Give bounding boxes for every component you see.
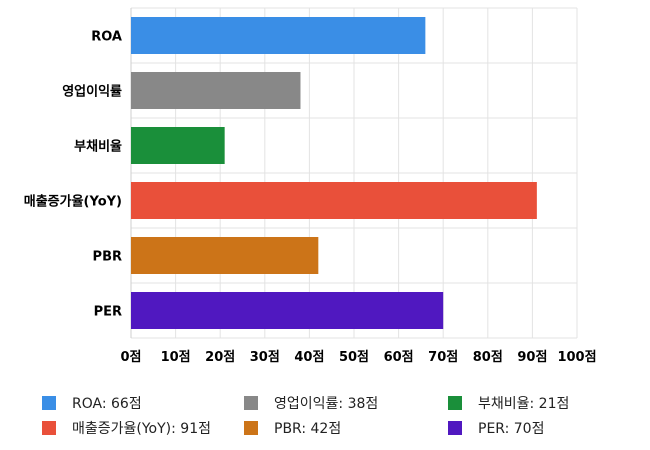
bar <box>131 292 444 329</box>
legend-swatch <box>244 421 258 435</box>
bar <box>131 127 225 164</box>
category-label: 매출증가율(YoY) <box>24 194 122 210</box>
bar <box>131 237 319 274</box>
x-tick-label: 20점 <box>205 350 235 365</box>
legend-item-pbr: PBR: 42점 <box>244 417 341 439</box>
legend-item-debt-ratio: 부채비율: 21점 <box>448 392 569 414</box>
x-tick-labels: 0점 10점 20점 30점 40점 50점 60점 70점 80점 90점 100점 <box>120 350 596 365</box>
legend-label: PBR: 42점 <box>274 421 342 437</box>
legend-swatch <box>448 396 462 410</box>
category-label: PER <box>94 305 122 320</box>
category-label: 영업이익률 <box>62 84 122 100</box>
x-tick-label: 30점 <box>250 350 280 365</box>
legend-label: 영업이익률: 38점 <box>274 396 379 412</box>
bars <box>131 17 537 329</box>
legend-swatch <box>448 421 462 435</box>
legend-label: 부채비율: 21점 <box>478 396 570 412</box>
x-tick-label: 50점 <box>339 350 369 365</box>
x-tick-label: 10점 <box>161 350 191 365</box>
x-tick-label: 60점 <box>384 350 414 365</box>
x-tick-label: 100점 <box>557 350 596 365</box>
legend-item-operating-margin: 영업이익률: 38점 <box>244 392 378 414</box>
bar <box>131 17 426 54</box>
legend-swatch <box>42 421 56 435</box>
legend-label: ROA: 66점 <box>72 396 142 412</box>
legend-swatch <box>244 396 258 410</box>
x-tick-label: 40점 <box>294 350 324 365</box>
x-tick-label: 80점 <box>473 350 503 365</box>
x-tick-label: 90점 <box>517 350 547 365</box>
x-tick-label: 0점 <box>120 350 141 365</box>
x-tick-label: 70점 <box>428 350 458 365</box>
legend-item-sales-growth: 매출증가율(YoY): 91점 <box>42 417 211 439</box>
category-label: 부채비율 <box>74 139 122 155</box>
bar <box>131 182 537 219</box>
bar <box>131 72 301 109</box>
legend-label: PER: 70점 <box>478 421 545 437</box>
legend: ROA: 66점 영업이익률: 38점 부채비율: 21점 매출증가율(YoY)… <box>0 388 650 444</box>
grid <box>130 7 578 339</box>
legend-swatch <box>42 396 56 410</box>
legend-item-roa: ROA: 66점 <box>42 392 142 414</box>
category-label: PBR <box>93 250 122 265</box>
legend-item-per: PER: 70점 <box>448 417 544 439</box>
legend-label: 매출증가율(YoY): 91점 <box>72 421 211 437</box>
category-label: ROA <box>91 30 122 45</box>
